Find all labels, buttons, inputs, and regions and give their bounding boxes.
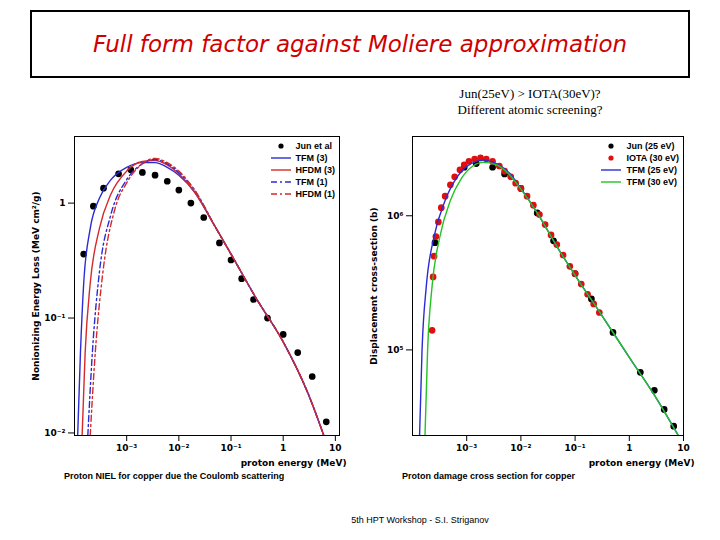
html-text:TFM (25 eV): TFM (25 eV) (626, 165, 677, 175)
svg-text:1: 1 (59, 198, 65, 208)
svg-text:1: 1 (626, 443, 632, 453)
svg-text:10⁻¹: 10⁻¹ (564, 443, 585, 453)
html-text:HFDM (3): HFDM (3) (295, 165, 335, 175)
svg-text:proton energy (MeV): proton energy (MeV) (241, 458, 347, 468)
html-text:5th HPT Workshop - S.I. Striga: 5th HPT Workshop - S.I. Striganov (351, 515, 489, 525)
svg-text:10⁻¹: 10⁻¹ (44, 313, 65, 323)
svg-text:10⁻³: 10⁻³ (456, 443, 477, 453)
html-text:HFDM (1): HFDM (1) (295, 189, 335, 199)
html-text:Jun (25 eV): Jun (25 eV) (626, 141, 675, 151)
html-text:Proton damage cross section fo: Proton damage cross section for copper (402, 471, 575, 481)
svg-text:10⁻²: 10⁻² (168, 443, 189, 453)
html-text:TFM (1): TFM (1) (295, 177, 328, 187)
svg-text:Nonionizing Energy Loss (MeV c: Nonionizing Energy Loss (MeV cm²/g) (31, 191, 41, 380)
svg-text:Displacement cross-section (b): Displacement cross-section (b) (369, 207, 379, 364)
html-text:TFM (30 eV): TFM (30 eV) (626, 177, 677, 187)
svg-text:10⁻³: 10⁻³ (116, 443, 137, 453)
html-text:Jun et al: Jun et al (295, 141, 332, 151)
svg-text:proton energy (MeV): proton energy (MeV) (589, 458, 695, 468)
html-text:Different atomic screening?: Different atomic screening? (457, 102, 603, 117)
svg-text:10⁻²: 10⁻² (44, 428, 65, 438)
svg-text:10⁵: 10⁵ (387, 345, 404, 355)
svg-text:10⁻¹: 10⁻¹ (220, 443, 241, 453)
svg-text:10⁻²: 10⁻² (510, 443, 531, 453)
html-text:TFM (3): TFM (3) (295, 153, 328, 163)
svg-text:1: 1 (280, 443, 286, 453)
svg-text:10⁶: 10⁶ (387, 211, 404, 221)
html-text:Jun(25eV) > IOTA(30eV)?: Jun(25eV) > IOTA(30eV)? (459, 86, 601, 101)
svg-text:10: 10 (677, 443, 690, 453)
html-text:Full form factor against Molie: Full form factor against Moliere approxi… (92, 31, 628, 57)
html-text:Proton NIEL for copper due the: Proton NIEL for copper due the Coulomb s… (64, 471, 285, 481)
html-text:IOTA (30 eV): IOTA (30 eV) (626, 153, 679, 163)
svg-text:10: 10 (329, 443, 342, 453)
